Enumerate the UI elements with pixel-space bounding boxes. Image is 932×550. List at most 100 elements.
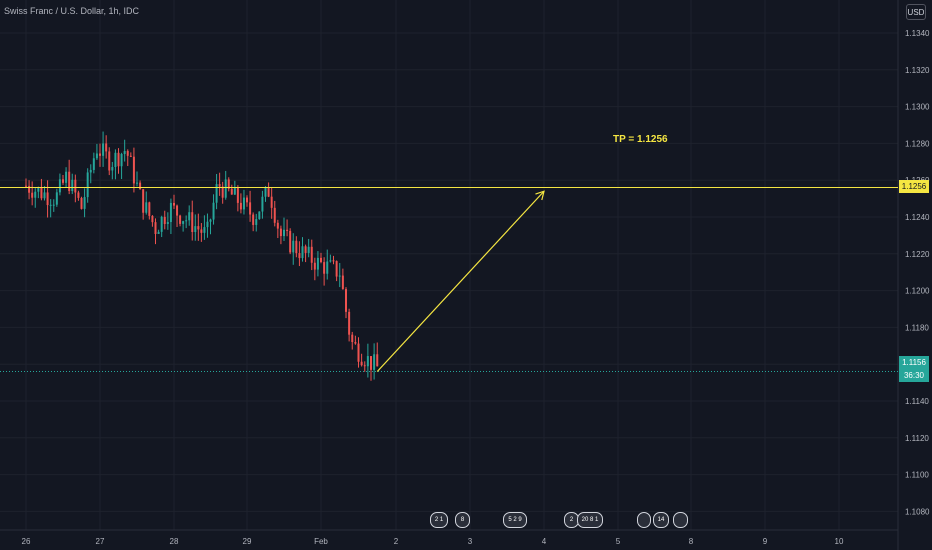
candle-body [176,205,179,216]
candle-body [95,153,98,159]
candle-body [139,182,142,190]
symbol-title: Swiss Franc / U.S. Dollar, 1h, IDC [4,6,140,16]
candle-body [89,169,92,173]
candle-body [160,216,163,232]
candle-body [267,187,270,197]
candle-body [102,143,105,156]
economic-event-marker[interactable] [673,512,688,528]
current-price-badge: 1.1156 [899,356,929,369]
candle-body [326,261,329,274]
take-profit-price-badge: 1.1256 [899,180,929,193]
candle-body [120,153,123,167]
x-tick-label: 5 [616,537,621,546]
candle-body [295,240,298,254]
candle-body [108,151,111,171]
candle-body [55,192,58,205]
candle-body [255,219,258,225]
candle-body [351,334,354,343]
candle-body [80,197,83,209]
candle-body [270,196,273,208]
candle-body [77,192,80,198]
candle-body [246,197,248,203]
candle-body [304,246,307,253]
economic-event-marker[interactable]: 5 2 9 [503,512,527,528]
candle-body [373,354,376,370]
candle-body [194,226,197,233]
candle-body [173,202,175,206]
candle-body [329,260,332,262]
x-tick-label: 27 [96,537,105,546]
candle-body [129,155,132,157]
candle-body [286,229,289,231]
candle-body [92,158,95,170]
candle-body [348,311,351,335]
candle-body [71,179,74,192]
candle-body [34,191,37,198]
candle-body [31,192,34,198]
y-tick-label: 1.1340 [905,29,930,38]
candle-body [332,260,335,262]
candle-body [126,150,129,156]
candle-body [25,185,27,187]
candle-body [360,361,363,366]
candle-body [65,171,68,183]
x-tick-label: 8 [689,537,694,546]
candle-body [376,354,379,367]
y-tick-label: 1.1120 [905,434,929,443]
candle-body [366,356,369,367]
candle-body [224,179,227,198]
candle-body [313,262,316,270]
candle-body [163,216,166,225]
currency-badge[interactable]: USD [906,4,926,20]
candle-body [279,228,282,237]
candle-body [363,365,366,367]
candle-body [179,215,182,224]
candle-body [242,197,245,210]
candle-body [166,222,169,225]
candle-body [86,172,89,198]
candle-body [142,189,145,213]
x-tick-label: 4 [542,537,547,546]
candle-body [209,219,212,222]
candle-body [43,192,46,199]
economic-event-marker[interactable] [637,512,651,528]
candle-body [233,187,236,195]
candle-body [252,214,255,225]
candle-body [145,202,148,213]
candle-body [114,152,117,168]
candle-body [221,186,224,198]
candle-body [301,246,304,259]
projection-arrow-line [376,190,545,372]
candle-body [298,253,301,259]
candle-body [52,204,55,206]
candle-body [212,202,215,220]
candle-body [258,211,261,220]
candle-body [239,202,242,210]
candle-body [264,187,267,197]
candle-body [28,185,31,193]
candle-body [289,230,292,253]
economic-event-marker[interactable]: 2 1 [430,512,448,528]
y-tick-label: 1.1320 [905,66,930,75]
y-tick-label: 1.1300 [905,103,930,112]
economic-event-marker[interactable]: 20 8 1 [577,512,603,528]
candle-body [323,262,326,274]
candle-body [236,187,239,203]
candle-body [136,182,138,184]
y-tick-label: 1.1140 [905,397,929,406]
y-tick-label: 1.1200 [905,287,930,296]
economic-event-marker[interactable]: 8 [455,512,470,528]
candle-body [46,192,49,206]
y-tick-label: 1.1280 [905,139,930,148]
candle-body [200,229,203,233]
economic-event-marker[interactable]: 14 [653,512,669,528]
candle-body [182,221,185,224]
candle-body [148,202,151,216]
candle-body [345,289,347,312]
candle-body [191,212,194,233]
candle-body [154,222,157,234]
candle-body [132,156,135,184]
candle-body [357,343,360,362]
candle-body [197,226,200,230]
